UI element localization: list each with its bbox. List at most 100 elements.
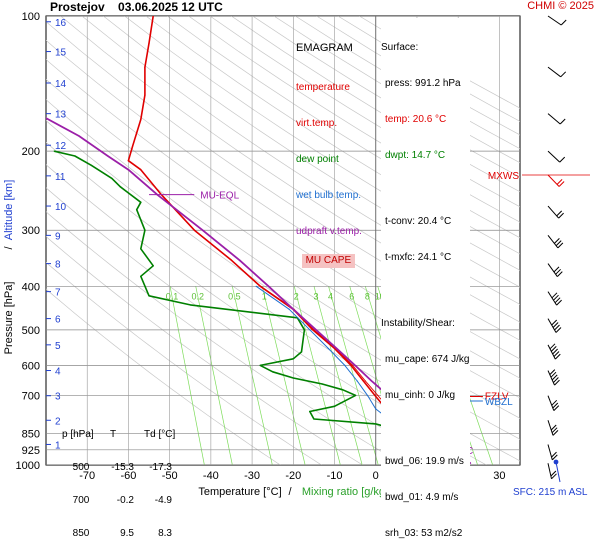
series-point — [377, 394, 379, 397]
wind-barb-flag — [551, 399, 558, 406]
altitude-tick-label: 2 — [55, 416, 61, 427]
pressure-tick-label: 300 — [22, 225, 40, 237]
x-axis-label: Temperature [°C] — [198, 486, 281, 498]
surface-dwpt: dwpt: 14.7 °C — [385, 150, 446, 161]
series-point — [362, 380, 364, 382]
series-point — [90, 164, 92, 166]
series-point — [119, 186, 121, 188]
altitude-tick-label: 6 — [55, 315, 61, 326]
series-point — [144, 94, 146, 96]
dry-adiabat — [46, 187, 446, 465]
altitude-tick-label: 10 — [55, 202, 67, 213]
temperature-tick-label: -70 — [79, 470, 95, 482]
y-axis-separator: / — [3, 246, 15, 250]
wind-barb — [547, 395, 555, 411]
series-point — [131, 145, 134, 147]
series-point — [140, 275, 142, 277]
series-point — [152, 265, 154, 267]
x-axis-separator: / — [288, 486, 292, 498]
wind-barb-flag — [556, 299, 562, 306]
series-point — [469, 462, 472, 464]
series-point — [371, 380, 373, 382]
series-point — [272, 371, 274, 373]
x-axis-label-mixing: Mixing ratio [g/kg] — [302, 486, 388, 498]
altitude-tick-label: 14 — [55, 79, 67, 90]
legend-updraft: udpraft v.temp. — [296, 226, 362, 237]
series-point — [321, 383, 323, 385]
series-point — [239, 259, 241, 261]
mixing-ratio-label: 8 — [365, 291, 370, 301]
mixing-ratio-line — [169, 286, 205, 465]
wind-barb-flag — [551, 427, 558, 434]
altitude-tick-label: 16 — [55, 18, 67, 29]
series-point — [327, 347, 329, 350]
mu-cape-badge: MU CAPE — [301, 254, 356, 268]
wind-barb-flag — [551, 473, 557, 480]
series-point — [364, 380, 367, 382]
mixing-ratio-label: 2 — [294, 291, 299, 301]
wind-barb — [547, 463, 552, 479]
wind-barb-flag — [554, 238, 560, 244]
y-axis-label: Pressure [hPa] — [3, 282, 15, 355]
wind-barb-flag — [556, 271, 563, 277]
y-axis-label-altitude: Altitude [km] — [3, 180, 15, 241]
wind-barb-flag — [555, 240, 562, 246]
wind-barb-flag — [554, 297, 561, 304]
mixing-ratio-line — [313, 286, 363, 465]
series-point — [127, 160, 130, 162]
sounding-datetime: 03.06.2025 12 UTC — [118, 0, 223, 14]
series-point — [144, 66, 146, 68]
mixing-ratio-line — [293, 286, 341, 465]
pressure-tick-label: 400 — [22, 281, 40, 293]
series-point — [354, 364, 356, 366]
temperature-tick-label: 30 — [493, 470, 505, 482]
table-header-td: Td [°C] — [144, 429, 176, 440]
series-point — [152, 16, 154, 17]
wind-barb-flag — [560, 19, 567, 26]
altitude-tick-label: 1 — [55, 440, 61, 451]
mixing-ratio-line — [195, 286, 233, 465]
mu-cinh-value: mu_cinh: 0 J/kg — [385, 390, 456, 401]
surface-tick — [555, 461, 561, 483]
series-point — [78, 135, 80, 137]
table-header-p: p [hPa] — [62, 429, 94, 440]
legend-virt-temp: virt.temp. — [296, 118, 338, 129]
pressure-tick-label: 1000 — [16, 460, 40, 472]
pressure-tick-label: 850 — [22, 428, 40, 440]
series-point — [352, 364, 354, 366]
wind-barb-flag — [551, 454, 558, 461]
pressure-tick-label: 100 — [22, 11, 40, 23]
temperature-tick-label: -10 — [327, 470, 343, 482]
wind-barb-flag — [550, 470, 557, 477]
wind-barb-flag — [558, 181, 565, 187]
series-point — [356, 380, 358, 382]
series-point — [344, 364, 346, 366]
dry-adiabat — [46, 120, 520, 440]
series-point — [140, 169, 142, 171]
wind-barb — [547, 174, 560, 187]
mu-eql-label: MU-EQL — [200, 191, 239, 202]
altitude-tick-label: 3 — [55, 392, 61, 403]
series-point — [140, 201, 142, 203]
dry-adiabat — [46, 21, 520, 341]
temperature-tick-label: 0 — [373, 470, 379, 482]
mixing-ratio-label: 0.2 — [191, 291, 204, 301]
altitude-tick-label: 15 — [55, 48, 67, 59]
srh-03-value: srh_03: 53 m2/s2 — [385, 528, 463, 539]
series-point — [375, 423, 377, 425]
series-point — [230, 259, 233, 261]
altitude-tick-label: 5 — [55, 341, 61, 352]
legend-title: EMAGRAM — [296, 42, 353, 54]
series-point — [366, 394, 369, 397]
instability-heading: Instability/Shear: — [381, 318, 455, 329]
wind-barb-flag — [552, 402, 559, 409]
pressure-tick-label: 925 — [22, 445, 40, 457]
station-name: Prostejov — [50, 0, 105, 14]
pressure-tick-label: 600 — [22, 360, 40, 372]
wind-barb-flag — [550, 346, 557, 352]
mxws-label: MXWS — [488, 171, 519, 182]
series-point — [111, 177, 113, 180]
series-point — [189, 304, 191, 306]
wind-barb-flag — [551, 319, 558, 326]
series-point — [313, 418, 315, 420]
